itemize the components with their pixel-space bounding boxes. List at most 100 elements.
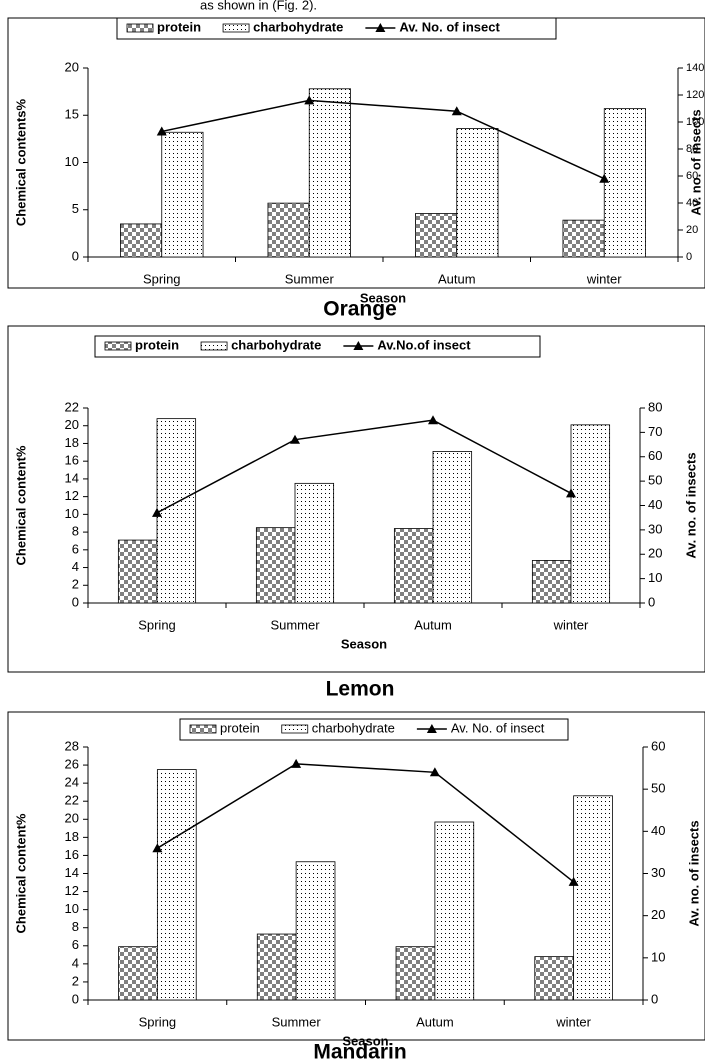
y2-tick-label: 70: [648, 424, 662, 439]
y2-tick-label: 60: [686, 170, 698, 182]
legend-label: charbohydrate: [253, 19, 343, 34]
y-tick-label: 10: [65, 154, 79, 169]
bar: [294, 482, 335, 604]
y2-tick-label: 10: [648, 570, 662, 585]
y2-tick-label: 80: [686, 143, 698, 155]
y-tick-label: 14: [65, 470, 79, 485]
chart-title: Mandarin: [313, 1041, 406, 1063]
legend-marker: [375, 23, 386, 32]
y-tick-label: 15: [65, 107, 79, 122]
legend-swatch: [189, 724, 217, 734]
y-tick-label: 16: [65, 453, 79, 468]
y2-tick-label: 30: [648, 521, 662, 536]
x-tick-label: Spring: [138, 617, 176, 632]
y-tick-label: 0: [72, 991, 79, 1006]
intro-text: as shown in (Fig. 2).: [200, 0, 317, 12]
y2-tick-label: 50: [648, 473, 662, 488]
line-marker: [156, 126, 167, 136]
y-tick-label: 10: [65, 506, 79, 521]
y-tick-label: 0: [72, 594, 79, 609]
y-tick-label: 6: [72, 541, 79, 556]
y2-tick-label: 10: [651, 949, 665, 964]
legend-label: Av. No. of insect: [451, 720, 545, 735]
y-tick-label: 10: [65, 901, 79, 916]
x-tick-label: Spring: [143, 271, 181, 286]
y-tick-label: 20: [65, 59, 79, 74]
y2-tick-label: 30: [651, 865, 665, 880]
y-tick-label: 26: [65, 757, 79, 772]
y2-axis-title: Av. no. of insects: [688, 109, 703, 215]
bar: [531, 560, 572, 604]
bar: [156, 418, 197, 604]
y-tick-label: 0: [72, 248, 79, 263]
x-tick-label: Summer: [285, 271, 335, 286]
y-tick-label: 18: [65, 435, 79, 450]
y2-tick-label: 40: [686, 197, 698, 209]
x-tick-label: winter: [555, 1014, 591, 1029]
y2-tick-label: 0: [648, 594, 655, 609]
y2-tick-label: 100: [686, 116, 704, 128]
line-marker: [566, 488, 576, 498]
y2-tick-label: 60: [651, 738, 665, 753]
legend-label: Av. No. of insect: [399, 19, 500, 34]
line-marker: [304, 95, 315, 105]
y-tick-label: 4: [72, 955, 79, 970]
line-marker: [568, 876, 579, 886]
legend-label: protein: [157, 19, 201, 34]
y-tick-label: 22: [65, 793, 79, 808]
y-tick-label: 6: [72, 937, 79, 952]
legend-swatch: [200, 341, 228, 351]
y-tick-label: 2: [72, 973, 79, 988]
x-axis-title: Season: [341, 636, 387, 651]
y-tick-label: 12: [65, 883, 79, 898]
line-marker: [451, 106, 462, 116]
line-marker: [599, 173, 610, 183]
insect-line: [156, 419, 572, 514]
insect-line: [161, 99, 605, 180]
insect-line: [156, 763, 575, 883]
bar: [570, 424, 611, 604]
y-tick-label: 22: [65, 399, 79, 414]
chart-title: Lemon: [326, 678, 395, 701]
y-tick-label: 20: [65, 811, 79, 826]
legend-frame: [94, 335, 541, 358]
legend-swatch: [126, 23, 154, 33]
x-tick-label: Summer: [270, 617, 320, 632]
x-tick-label: Spring: [139, 1014, 177, 1029]
y-tick-label: 18: [65, 829, 79, 844]
bar: [161, 131, 204, 258]
bar: [156, 769, 197, 1001]
line-marker: [291, 758, 302, 768]
y-tick-label: 16: [65, 847, 79, 862]
x-tick-label: Autum: [414, 617, 452, 632]
bar: [120, 223, 163, 258]
chart-title: Orange: [323, 298, 397, 321]
x-tick-label: Autum: [416, 1014, 454, 1029]
y-axis-title: Chemical content%: [13, 445, 28, 565]
legend-marker: [353, 341, 364, 350]
legend-frame: [179, 718, 569, 741]
y-tick-label: 20: [65, 417, 79, 432]
bar: [255, 527, 296, 604]
x-axis-title: Season: [342, 1033, 388, 1048]
bar: [456, 128, 499, 258]
legend-label: protein: [220, 720, 260, 735]
y2-axis-title: Av. no. of insects: [686, 820, 701, 926]
y2-tick-label: 120: [686, 89, 704, 101]
x-tick-label: winter: [553, 617, 589, 632]
bar: [432, 451, 473, 604]
legend-label: charbohydrate: [231, 337, 321, 352]
y-axis-title: Chemical contents%: [13, 98, 28, 226]
bar: [562, 219, 605, 258]
bar: [308, 88, 351, 258]
bar: [395, 946, 436, 1001]
y2-tick-label: 60: [648, 448, 662, 463]
y-axis-title: Chemical content%: [13, 813, 28, 933]
bar: [415, 213, 458, 258]
bar: [573, 795, 613, 1001]
bar: [434, 821, 475, 1001]
y-tick-label: 5: [72, 201, 79, 216]
chart-frame: [7, 325, 705, 673]
x-tick-label: Summer: [272, 1014, 322, 1029]
legend-marker: [426, 724, 437, 733]
